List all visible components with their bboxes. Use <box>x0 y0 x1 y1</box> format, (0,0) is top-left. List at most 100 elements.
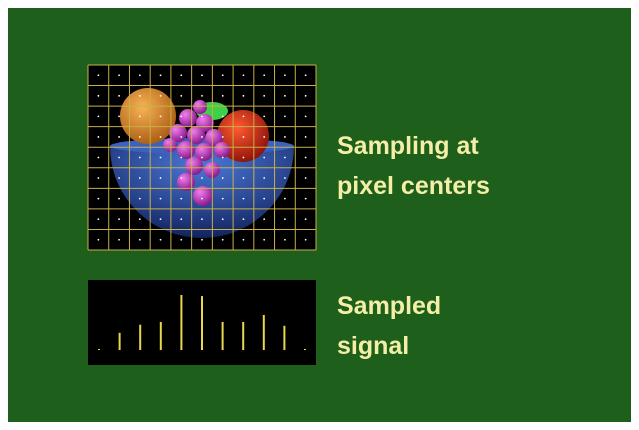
sample-dot <box>118 177 120 179</box>
sample-dot <box>284 177 286 179</box>
sample-dot <box>97 218 99 220</box>
sample-dot <box>180 198 182 200</box>
sample-dot <box>243 218 245 220</box>
sample-dot <box>243 177 245 179</box>
sample-dot <box>243 198 245 200</box>
magenta-sphere <box>177 141 195 159</box>
sample-dot <box>222 74 224 76</box>
sample-dot <box>160 95 162 97</box>
magenta-sphere <box>179 109 197 127</box>
sample-dot <box>139 198 141 200</box>
sample-dot <box>180 74 182 76</box>
sample-dot <box>201 239 203 241</box>
sample-dot <box>305 177 307 179</box>
sample-dot <box>201 198 203 200</box>
sample-dot <box>160 74 162 76</box>
sample-dot <box>97 177 99 179</box>
sample-dot <box>118 74 120 76</box>
sample-dot <box>222 239 224 241</box>
magenta-sphere <box>163 138 177 152</box>
sample-dot <box>222 136 224 138</box>
sample-dot <box>284 74 286 76</box>
sample-dot <box>305 157 307 159</box>
sample-dot <box>263 95 265 97</box>
sample-dot <box>243 136 245 138</box>
sample-dot <box>118 95 120 97</box>
sample-dot <box>284 218 286 220</box>
sample-dot <box>139 218 141 220</box>
sample-dot <box>139 74 141 76</box>
sample-dot <box>118 115 120 117</box>
sample-dot <box>243 95 245 97</box>
sample-dot <box>243 74 245 76</box>
sample-dot <box>139 115 141 117</box>
sample-dot <box>201 218 203 220</box>
sample-dot <box>118 218 120 220</box>
sample-dot <box>180 95 182 97</box>
magenta-sphere <box>193 100 207 114</box>
magenta-sphere <box>185 157 203 175</box>
sample-dot <box>222 198 224 200</box>
signal-spike <box>201 296 203 350</box>
sample-dot <box>201 157 203 159</box>
sample-dot <box>284 198 286 200</box>
sample-dot <box>263 177 265 179</box>
sample-dot <box>284 115 286 117</box>
sample-dot <box>305 115 307 117</box>
illustration <box>0 0 639 430</box>
sample-dot <box>263 74 265 76</box>
page: {"caption_top": ["Sampling at", "pixel c… <box>0 0 639 430</box>
sample-dot <box>139 95 141 97</box>
sample-dot <box>160 218 162 220</box>
sample-dot <box>263 198 265 200</box>
sample-dot <box>305 95 307 97</box>
sample-dot <box>118 198 120 200</box>
sample-dot <box>118 157 120 159</box>
orange-sphere <box>120 88 176 144</box>
sample-dot <box>305 218 307 220</box>
sample-dot <box>243 115 245 117</box>
sample-dot <box>180 115 182 117</box>
sample-dot <box>263 239 265 241</box>
sample-dot <box>201 115 203 117</box>
sample-dot <box>222 95 224 97</box>
sample-dot <box>263 115 265 117</box>
sample-dot <box>305 198 307 200</box>
sample-dot <box>97 74 99 76</box>
sample-dot <box>180 157 182 159</box>
sample-dot <box>305 136 307 138</box>
sample-dot <box>222 157 224 159</box>
sample-dot <box>160 198 162 200</box>
sample-dot <box>139 136 141 138</box>
sample-dot <box>201 136 203 138</box>
sample-dot <box>284 157 286 159</box>
sample-dot <box>97 157 99 159</box>
sample-dot <box>160 115 162 117</box>
magenta-sphere <box>214 142 230 158</box>
sample-dot <box>97 239 99 241</box>
sample-dot <box>139 239 141 241</box>
signal-spike <box>119 333 121 350</box>
signal-spike <box>139 325 141 350</box>
sample-dot <box>118 136 120 138</box>
sample-dot <box>284 95 286 97</box>
sample-dot <box>201 95 203 97</box>
sample-dot <box>160 157 162 159</box>
magenta-sphere <box>193 186 213 206</box>
sample-dot <box>243 239 245 241</box>
signal-spike <box>98 349 100 350</box>
sample-dot <box>97 115 99 117</box>
signal-spike <box>222 322 224 350</box>
sample-dot <box>180 239 182 241</box>
sample-dot <box>180 136 182 138</box>
sample-dot <box>160 177 162 179</box>
sample-dot <box>222 218 224 220</box>
sample-dot <box>284 239 286 241</box>
sample-dot <box>263 136 265 138</box>
sample-dot <box>243 157 245 159</box>
sample-dot <box>97 95 99 97</box>
sample-dot <box>97 198 99 200</box>
sample-dot <box>284 136 286 138</box>
sample-dot <box>97 136 99 138</box>
sample-dot <box>180 218 182 220</box>
